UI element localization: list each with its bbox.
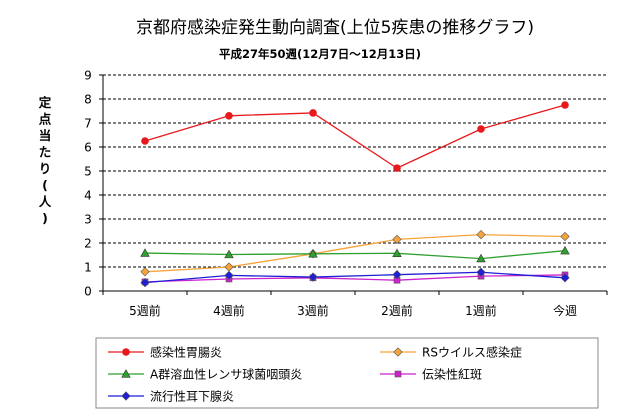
legend-label: 伝染性紅斑 bbox=[422, 367, 482, 382]
series-layer bbox=[140, 101, 570, 288]
y-axis-label-char: ) bbox=[42, 211, 48, 226]
y-axis-label-char: り bbox=[39, 161, 52, 176]
legend-label: RSウイルス感染症 bbox=[422, 345, 522, 360]
y-axis-label-char: 人 bbox=[39, 194, 52, 209]
data-point bbox=[140, 277, 150, 288]
legend-item: 感染性胃腸炎 bbox=[108, 345, 222, 360]
x-tick-label: 4週前 bbox=[213, 303, 245, 318]
y-tick-label: 4 bbox=[84, 189, 92, 203]
y-tick-label: 8 bbox=[84, 93, 92, 107]
legend-box bbox=[95, 337, 599, 409]
data-point bbox=[476, 229, 486, 240]
series-line bbox=[144, 274, 566, 283]
legend-swatch-marker bbox=[393, 347, 403, 357]
legend-label: A群溶血性レンサ球菌咽頭炎 bbox=[150, 367, 302, 382]
y-axis-label-char: 当 bbox=[39, 128, 52, 143]
y-tick-label: 9 bbox=[84, 69, 92, 83]
x-axis-ticks: 5週前 4週前 3週前 2週前 1週前 今週 bbox=[129, 303, 577, 318]
data-point bbox=[392, 270, 402, 280]
y-tick-label: 6 bbox=[84, 141, 92, 155]
series-3 bbox=[140, 245, 570, 263]
y-axis-label-char: た bbox=[39, 145, 52, 160]
y-axis-label-char: ( bbox=[42, 178, 48, 193]
y-axis-label-char: 点 bbox=[39, 112, 52, 127]
y-axis-label: 定点当たり (人) bbox=[38, 95, 52, 226]
data-point bbox=[393, 164, 401, 172]
series-line bbox=[144, 271, 566, 284]
data-point bbox=[476, 267, 486, 277]
x-tick-label: 5週前 bbox=[129, 303, 161, 318]
y-tick-label: 0 bbox=[84, 285, 92, 299]
data-point bbox=[225, 112, 233, 120]
x-tick-label: 今週 bbox=[553, 303, 577, 318]
data-point bbox=[308, 272, 318, 282]
data-point bbox=[224, 270, 234, 281]
y-axis-ticks: 0 1 2 3 4 5 6 7 8 9 bbox=[84, 69, 92, 299]
data-point bbox=[224, 262, 234, 272]
y-tick-label: 5 bbox=[84, 165, 92, 179]
y-tick-label: 3 bbox=[84, 213, 92, 227]
y-tick-label: 1 bbox=[84, 261, 92, 275]
axes bbox=[99, 74, 608, 295]
data-point bbox=[224, 249, 234, 259]
data-point bbox=[477, 125, 485, 133]
chart-title: 京都府感染症発生動向調査(上位5疾患の推移グラフ) bbox=[136, 18, 534, 38]
x-tick-label: 2週前 bbox=[381, 303, 413, 318]
series-5 bbox=[140, 267, 570, 288]
legend-item: RSウイルス感染症 bbox=[380, 345, 522, 360]
data-point bbox=[560, 231, 570, 242]
series-line bbox=[144, 104, 566, 169]
legend-label: 感染性胃腸炎 bbox=[150, 345, 222, 360]
legend-item: 流行性耳下腺炎 bbox=[108, 390, 234, 404]
data-point bbox=[392, 248, 402, 257]
data-point bbox=[560, 245, 570, 255]
data-point bbox=[309, 109, 317, 117]
legend-label: 流行性耳下腺炎 bbox=[150, 390, 234, 404]
legend-item: A群溶血性レンサ球菌咽頭炎 bbox=[108, 367, 302, 382]
data-point bbox=[140, 267, 150, 277]
y-tick-label: 2 bbox=[84, 237, 92, 251]
gridlines bbox=[103, 74, 607, 268]
x-tick-label: 1週前 bbox=[465, 303, 497, 318]
legend-swatch-marker bbox=[394, 370, 402, 378]
legend-swatch-marker bbox=[121, 391, 131, 401]
legend-swatch-marker bbox=[121, 369, 131, 378]
y-axis-label-text: 定点当たり (人) bbox=[38, 95, 52, 226]
data-point bbox=[560, 273, 570, 283]
series-line bbox=[144, 233, 566, 273]
y-tick-label: 7 bbox=[84, 117, 92, 131]
series-1 bbox=[141, 101, 569, 172]
legend-item: 伝染性紅斑 bbox=[380, 367, 482, 382]
data-point bbox=[308, 248, 318, 258]
series-line bbox=[144, 250, 566, 260]
data-point bbox=[141, 137, 149, 145]
y-axis-label-char: 定 bbox=[38, 95, 52, 110]
legend-swatch-marker bbox=[122, 348, 130, 356]
data-point bbox=[561, 101, 569, 109]
chart-subtitle: 平成27年50週(12月7日～12月13日) bbox=[219, 47, 421, 61]
data-point bbox=[140, 248, 150, 257]
x-tick-label: 3週前 bbox=[297, 303, 329, 318]
data-point bbox=[392, 234, 402, 245]
data-point bbox=[476, 253, 486, 263]
